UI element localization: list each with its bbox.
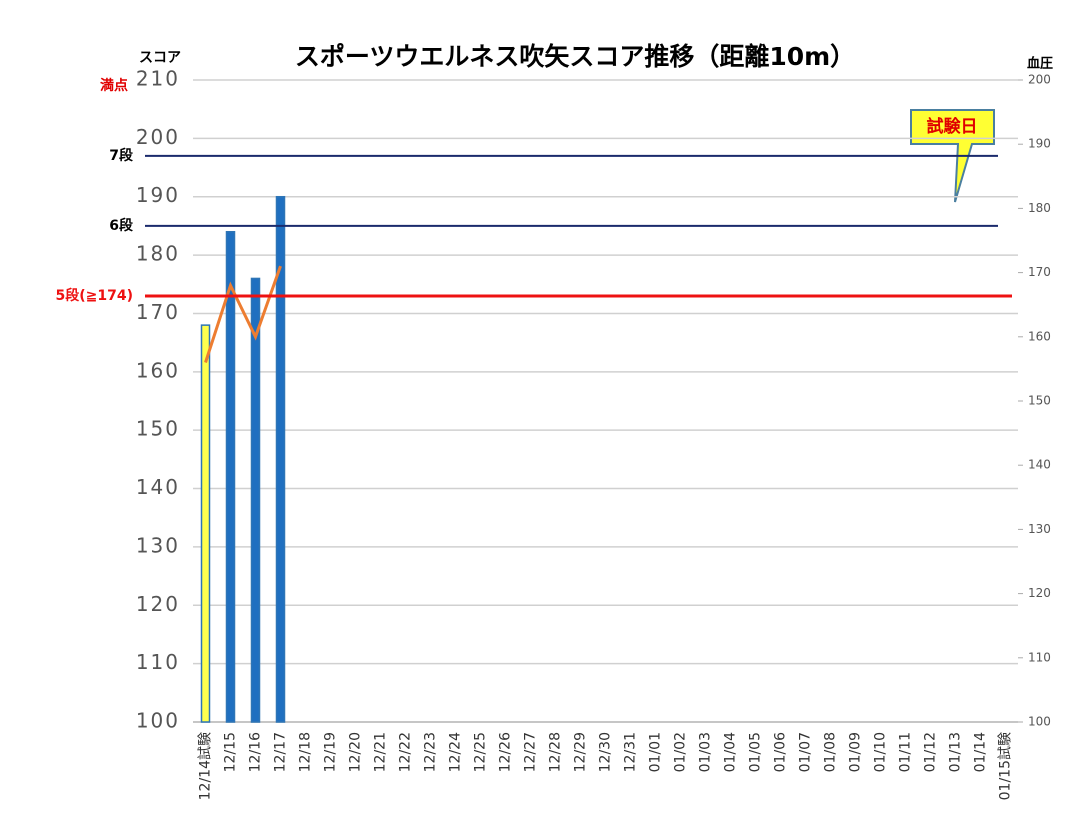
x-tick-label: 01/10 xyxy=(873,732,889,772)
x-tick-label: 01/06 xyxy=(773,732,789,772)
x-tick-label: 01/14 xyxy=(973,732,989,772)
y2-tick-label: 110 xyxy=(1028,650,1051,664)
y2-tick-label: 140 xyxy=(1028,458,1051,472)
y-tick-label: 110 xyxy=(136,650,180,674)
x-tick-label: 01/01 xyxy=(648,732,664,772)
callout-text: 試験日 xyxy=(927,116,978,137)
y-tick-label: 150 xyxy=(136,417,180,441)
x-tick-label: 12/29 xyxy=(573,732,589,772)
x-tick-label: 01/07 xyxy=(798,732,814,772)
callout-shape xyxy=(910,109,995,203)
y2-tick-label: 120 xyxy=(1028,586,1051,600)
x-tick-label: 12/28 xyxy=(548,732,564,772)
x-tick-label: 12/25 xyxy=(473,732,489,772)
x-tick-label: 12/19 xyxy=(323,732,339,772)
x-tick-label: 12/22 xyxy=(398,732,414,772)
y-tick-label: 190 xyxy=(136,183,180,207)
y2-tick-label: 190 xyxy=(1028,137,1051,151)
x-tick-label: 12/15 xyxy=(223,732,239,772)
reference-label: 6段 xyxy=(109,217,133,234)
x-tick-label: 01/02 xyxy=(673,732,689,772)
y2-axis-title: 血圧 xyxy=(1027,56,1053,72)
x-tick-label: 12/26 xyxy=(498,732,514,772)
y2-tick-label: 150 xyxy=(1028,394,1051,408)
y-tick-label: 180 xyxy=(136,242,180,266)
y-tick-label: 200 xyxy=(136,125,180,149)
y2-tick-label: 170 xyxy=(1028,265,1051,279)
x-tick-label: 12/16 xyxy=(248,732,264,772)
x-tick-label: 01/04 xyxy=(723,732,739,772)
x-tick-label: 01/09 xyxy=(848,732,864,772)
y-axis-title: スコア xyxy=(139,50,181,66)
bar xyxy=(250,277,261,723)
reference-label: 7段 xyxy=(109,147,133,164)
x-tick-label: 01/11 xyxy=(898,732,914,772)
x-tick-label: 12/23 xyxy=(423,732,439,772)
y-tick-label: 170 xyxy=(136,300,180,324)
y-tick-label: 160 xyxy=(136,358,180,382)
chart-title: スポーツウエルネス吹矢スコア推移（距離10m） xyxy=(295,42,855,71)
x-tick-label: 01/12 xyxy=(923,732,939,772)
y-tick-label: 120 xyxy=(136,592,180,616)
x-tick-label: 12/20 xyxy=(348,732,364,772)
x-tick-label: 01/15試験 xyxy=(998,732,1014,800)
y2-tick-label: 200 xyxy=(1028,73,1051,87)
x-tick-label: 12/27 xyxy=(523,732,539,772)
bar xyxy=(225,230,236,723)
x-tick-label: 01/08 xyxy=(823,732,839,772)
x-tick-label: 12/24 xyxy=(448,732,464,772)
line xyxy=(204,265,282,363)
x-tick-label: 12/14試験 xyxy=(198,732,214,800)
y-tick-label: 210 xyxy=(136,67,180,91)
x-tick-label: 12/18 xyxy=(298,732,314,772)
y2-tick-label: 130 xyxy=(1028,522,1051,536)
x-tick-label: 01/13 xyxy=(948,732,964,772)
y2-tick-label: 100 xyxy=(1028,715,1051,729)
y-tick-label: 130 xyxy=(136,533,180,557)
reference-label: 5段(≧174) xyxy=(56,287,134,304)
x-tick-label: 12/21 xyxy=(373,732,389,772)
x-tick-label: 01/03 xyxy=(698,732,714,772)
max-label: 満点 xyxy=(100,77,128,94)
y-tick-label: 140 xyxy=(136,475,180,499)
x-tick-label: 12/17 xyxy=(273,732,289,772)
y2-tick-label: 180 xyxy=(1028,201,1051,215)
x-tick-label: 01/05 xyxy=(748,732,764,772)
callout: 試験日 xyxy=(910,109,995,203)
x-tick-label: 12/31 xyxy=(623,732,639,772)
x-tick-label: 12/30 xyxy=(598,732,614,772)
y2-tick-label: 160 xyxy=(1028,329,1051,343)
bar xyxy=(275,195,286,723)
bar xyxy=(200,324,211,723)
y-tick-label: 100 xyxy=(136,709,180,733)
